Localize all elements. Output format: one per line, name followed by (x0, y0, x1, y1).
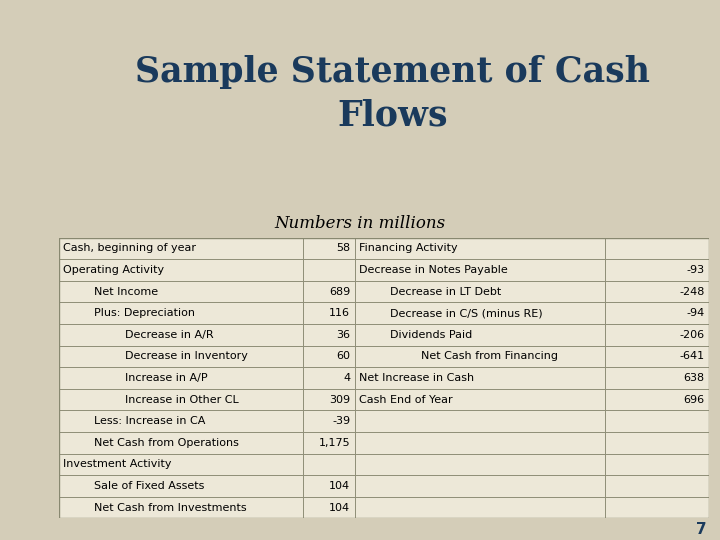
Text: 4: 4 (343, 373, 351, 383)
Text: Operating Activity: Operating Activity (63, 265, 164, 275)
Bar (606, 346, 709, 367)
Bar (355, 475, 606, 497)
Bar (59, 238, 303, 259)
Text: 116: 116 (329, 308, 351, 318)
Text: 1,175: 1,175 (319, 438, 351, 448)
Bar (355, 238, 606, 259)
Bar (606, 367, 709, 389)
Bar (606, 281, 709, 302)
Bar (59, 432, 303, 454)
Text: Net Cash from Investments: Net Cash from Investments (94, 503, 247, 512)
Bar (303, 238, 355, 259)
Bar (59, 410, 303, 432)
Bar (606, 238, 709, 259)
Text: 689: 689 (329, 287, 351, 296)
Text: Decrease in C/S (minus RE): Decrease in C/S (minus RE) (390, 308, 543, 318)
Text: Cash, beginning of year: Cash, beginning of year (63, 244, 196, 253)
Bar (606, 475, 709, 497)
Bar (355, 259, 606, 281)
Text: Net Cash from Operations: Net Cash from Operations (94, 438, 239, 448)
Text: 638: 638 (683, 373, 705, 383)
Bar (303, 259, 355, 281)
Bar (59, 346, 303, 367)
Text: -206: -206 (680, 330, 705, 340)
Bar (355, 324, 606, 346)
Bar (606, 389, 709, 410)
Bar (59, 389, 303, 410)
Text: Decrease in Notes Payable: Decrease in Notes Payable (359, 265, 508, 275)
Text: 104: 104 (329, 503, 351, 512)
Bar (355, 367, 606, 389)
Bar (355, 497, 606, 518)
Text: Decrease in A/R: Decrease in A/R (125, 330, 214, 340)
Text: Net Income: Net Income (94, 287, 158, 296)
Bar (303, 324, 355, 346)
Bar (606, 259, 709, 281)
Bar (59, 454, 303, 475)
Text: -641: -641 (680, 352, 705, 361)
Bar (355, 432, 606, 454)
Bar (355, 346, 606, 367)
Bar (59, 367, 303, 389)
Bar (606, 432, 709, 454)
Text: 58: 58 (336, 244, 351, 253)
Bar (303, 497, 355, 518)
Bar (606, 454, 709, 475)
Text: Sale of Fixed Assets: Sale of Fixed Assets (94, 481, 204, 491)
Bar (355, 389, 606, 410)
Bar (355, 302, 606, 324)
Text: Decrease in LT Debt: Decrease in LT Debt (390, 287, 501, 296)
Bar (303, 410, 355, 432)
Text: -39: -39 (332, 416, 351, 426)
Bar (303, 281, 355, 302)
Text: 7: 7 (696, 522, 707, 537)
Bar (59, 259, 303, 281)
Bar (606, 324, 709, 346)
Bar (59, 281, 303, 302)
Bar (59, 497, 303, 518)
Bar (355, 410, 606, 432)
Bar (303, 367, 355, 389)
Bar (303, 389, 355, 410)
Text: 104: 104 (329, 481, 351, 491)
Text: Decrease in Inventory: Decrease in Inventory (125, 352, 248, 361)
Text: Increase in A/P: Increase in A/P (125, 373, 208, 383)
Bar (303, 475, 355, 497)
Text: Financing Activity: Financing Activity (359, 244, 457, 253)
Text: Sample Statement of Cash
Flows: Sample Statement of Cash Flows (135, 55, 650, 132)
Text: 36: 36 (336, 330, 351, 340)
Bar (59, 475, 303, 497)
Text: -94: -94 (686, 308, 705, 318)
Text: Numbers in millions: Numbers in millions (274, 215, 446, 232)
Bar (606, 497, 709, 518)
Text: -93: -93 (687, 265, 705, 275)
Bar (303, 346, 355, 367)
Bar (606, 410, 709, 432)
Text: Dividends Paid: Dividends Paid (390, 330, 472, 340)
Text: Net Increase in Cash: Net Increase in Cash (359, 373, 474, 383)
Bar (355, 281, 606, 302)
Bar (303, 454, 355, 475)
Text: Less: Increase in CA: Less: Increase in CA (94, 416, 205, 426)
Text: Cash End of Year: Cash End of Year (359, 395, 452, 404)
Bar (606, 302, 709, 324)
Text: -248: -248 (679, 287, 705, 296)
Bar (59, 324, 303, 346)
Text: 309: 309 (329, 395, 351, 404)
Bar (355, 454, 606, 475)
Text: Net Cash from Financing: Net Cash from Financing (421, 352, 558, 361)
Bar (59, 302, 303, 324)
Text: Investment Activity: Investment Activity (63, 460, 171, 469)
Text: 60: 60 (336, 352, 351, 361)
Text: Increase in Other CL: Increase in Other CL (125, 395, 239, 404)
Bar (303, 432, 355, 454)
Text: Plus: Depreciation: Plus: Depreciation (94, 308, 195, 318)
Bar (303, 302, 355, 324)
Text: 696: 696 (683, 395, 705, 404)
